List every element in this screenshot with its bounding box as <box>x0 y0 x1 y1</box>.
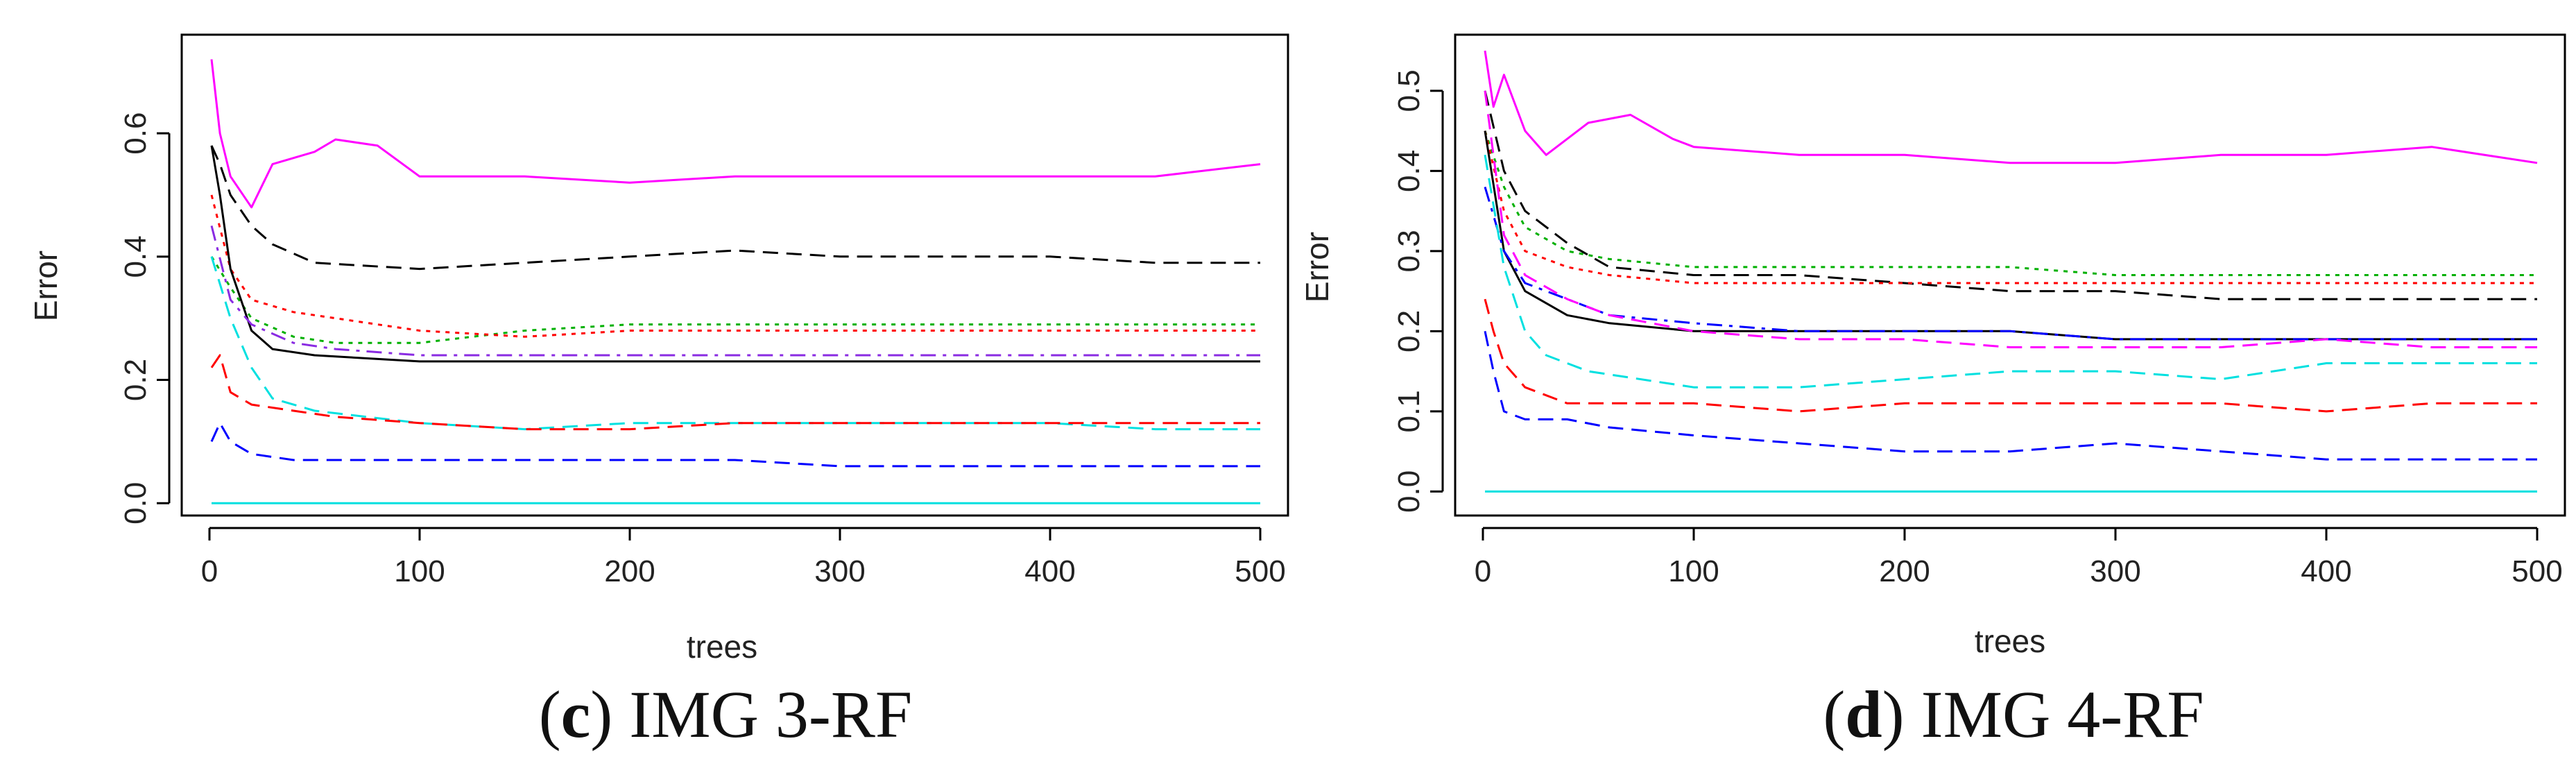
series-line-purple-dashdot <box>210 225 1260 357</box>
caption-close-paren: ) <box>1882 677 1905 751</box>
y-tick-label: 0.5 <box>1392 69 1426 112</box>
y-tick-label: 0.4 <box>1392 150 1426 192</box>
x-axis: 0 100 200 300 400 500 <box>201 527 1286 588</box>
y-axis-label: Error <box>1299 232 1335 303</box>
x-tick-label: 200 <box>1879 554 1930 588</box>
panel-caption: (d) IMG 4-RF <box>1823 677 2204 751</box>
x-tick-label: 400 <box>1024 554 1075 588</box>
series-line-black-solid <box>210 145 1260 363</box>
caption-title: IMG 3-RF <box>629 677 912 751</box>
y-tick-label: 0.0 <box>119 482 153 525</box>
y-tick-label: 0.4 <box>119 235 153 278</box>
x-tick-label: 300 <box>814 554 865 588</box>
plot-frame <box>1454 33 2566 517</box>
caption-title: IMG 4-RF <box>1921 677 2204 751</box>
y-axis-label: Error <box>28 250 64 321</box>
x-axis: 0 100 200 300 400 500 <box>1475 527 2563 588</box>
x-axis-label: trees <box>687 629 757 665</box>
series-line-blue-dashdot <box>1484 186 2537 341</box>
series-line-magenta-solid <box>1484 50 2538 164</box>
y-tick-label: 0.0 <box>1392 470 1426 513</box>
series-line-cyan-dashed <box>1484 155 2537 389</box>
x-tick-label: 0 <box>1475 554 1491 588</box>
series-line-cyan-dashed <box>210 256 1260 431</box>
y-tick-label: 0.2 <box>1392 310 1426 352</box>
caption-close-paren: ) <box>590 677 612 751</box>
caption-letter: d <box>1845 677 1882 751</box>
series-line-red-dashed <box>210 354 1260 431</box>
caption-open-paren: ( <box>1823 677 1845 751</box>
series-line-green-dotted <box>1484 130 2537 276</box>
x-tick-label: 300 <box>2090 554 2140 588</box>
series-group <box>1484 50 2538 493</box>
x-tick-label: 500 <box>1235 554 1285 588</box>
series-group <box>210 59 1261 504</box>
x-tick-label: 400 <box>2301 554 2351 588</box>
y-axis: 0.0 0.2 0.4 0.6 <box>119 112 171 525</box>
series-line-magenta-dashed <box>1484 90 2537 348</box>
series-line-blue-dashed <box>210 422 1260 468</box>
series-line-black-dashed <box>1484 90 2537 300</box>
series-line-blue-dashed <box>1484 330 2537 461</box>
panel-caption: (c) IMG 3-RF <box>539 677 913 751</box>
x-tick-label: 500 <box>2511 554 2562 588</box>
y-tick-label: 0.3 <box>1392 230 1426 272</box>
caption-open-paren: ( <box>539 677 561 751</box>
y-tick-label: 0.6 <box>119 112 153 155</box>
x-axis-label: trees <box>1975 623 2045 659</box>
x-tick-label: 100 <box>394 554 445 588</box>
y-tick-label: 0.1 <box>1392 390 1426 432</box>
caption-space <box>612 677 629 751</box>
chart-panel-c: 0 100 200 300 400 500 0.0 0.2 0.4 0.6 trees Erro… <box>28 33 1289 751</box>
series-line-green-dotted <box>210 256 1260 344</box>
x-tick-label: 100 <box>1668 554 1719 588</box>
caption-space <box>1905 677 1921 751</box>
y-tick-label: 0.2 <box>119 359 153 401</box>
series-line-red-dotted <box>1484 130 2537 284</box>
plot-frame <box>180 33 1289 517</box>
series-line-magenta-solid <box>210 59 1261 209</box>
y-axis: 0.0 0.1 0.2 0.3 0.4 0.5 <box>1392 69 1444 513</box>
x-tick-label: 0 <box>201 554 218 588</box>
series-line-red-dashed <box>1484 298 2537 413</box>
caption-letter: c <box>561 677 591 751</box>
x-tick-label: 200 <box>604 554 655 588</box>
chart-panel-d: 0 100 200 300 400 500 0.0 0.1 0.2 0.3 0.4 0.5 tree… <box>1299 33 2566 751</box>
